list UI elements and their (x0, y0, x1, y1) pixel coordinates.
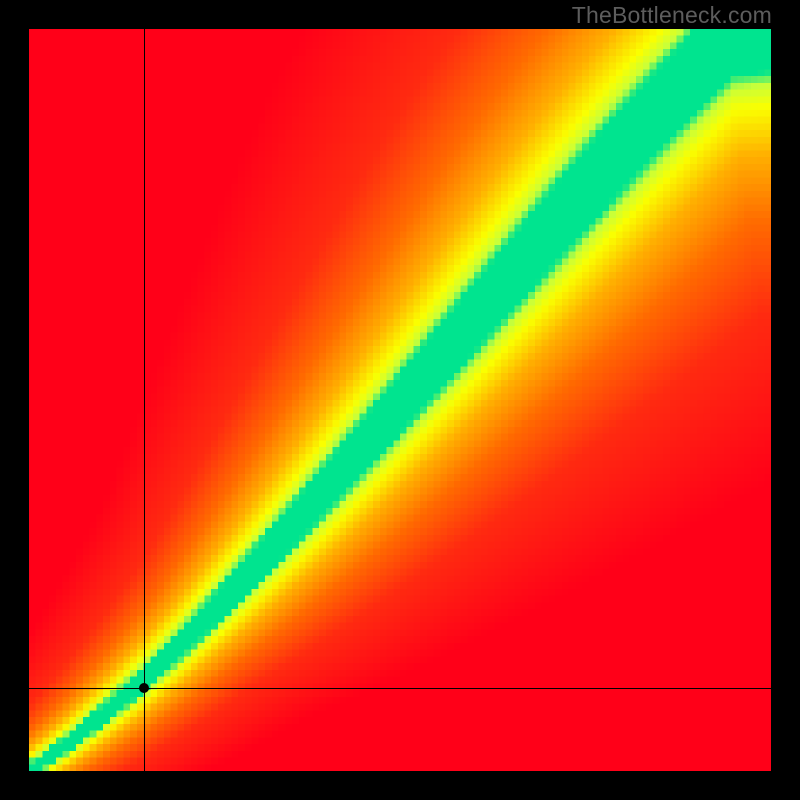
attribution-text: TheBottleneck.com (572, 2, 772, 29)
heatmap-plot-area (29, 29, 771, 771)
heatmap-canvas (29, 29, 771, 771)
